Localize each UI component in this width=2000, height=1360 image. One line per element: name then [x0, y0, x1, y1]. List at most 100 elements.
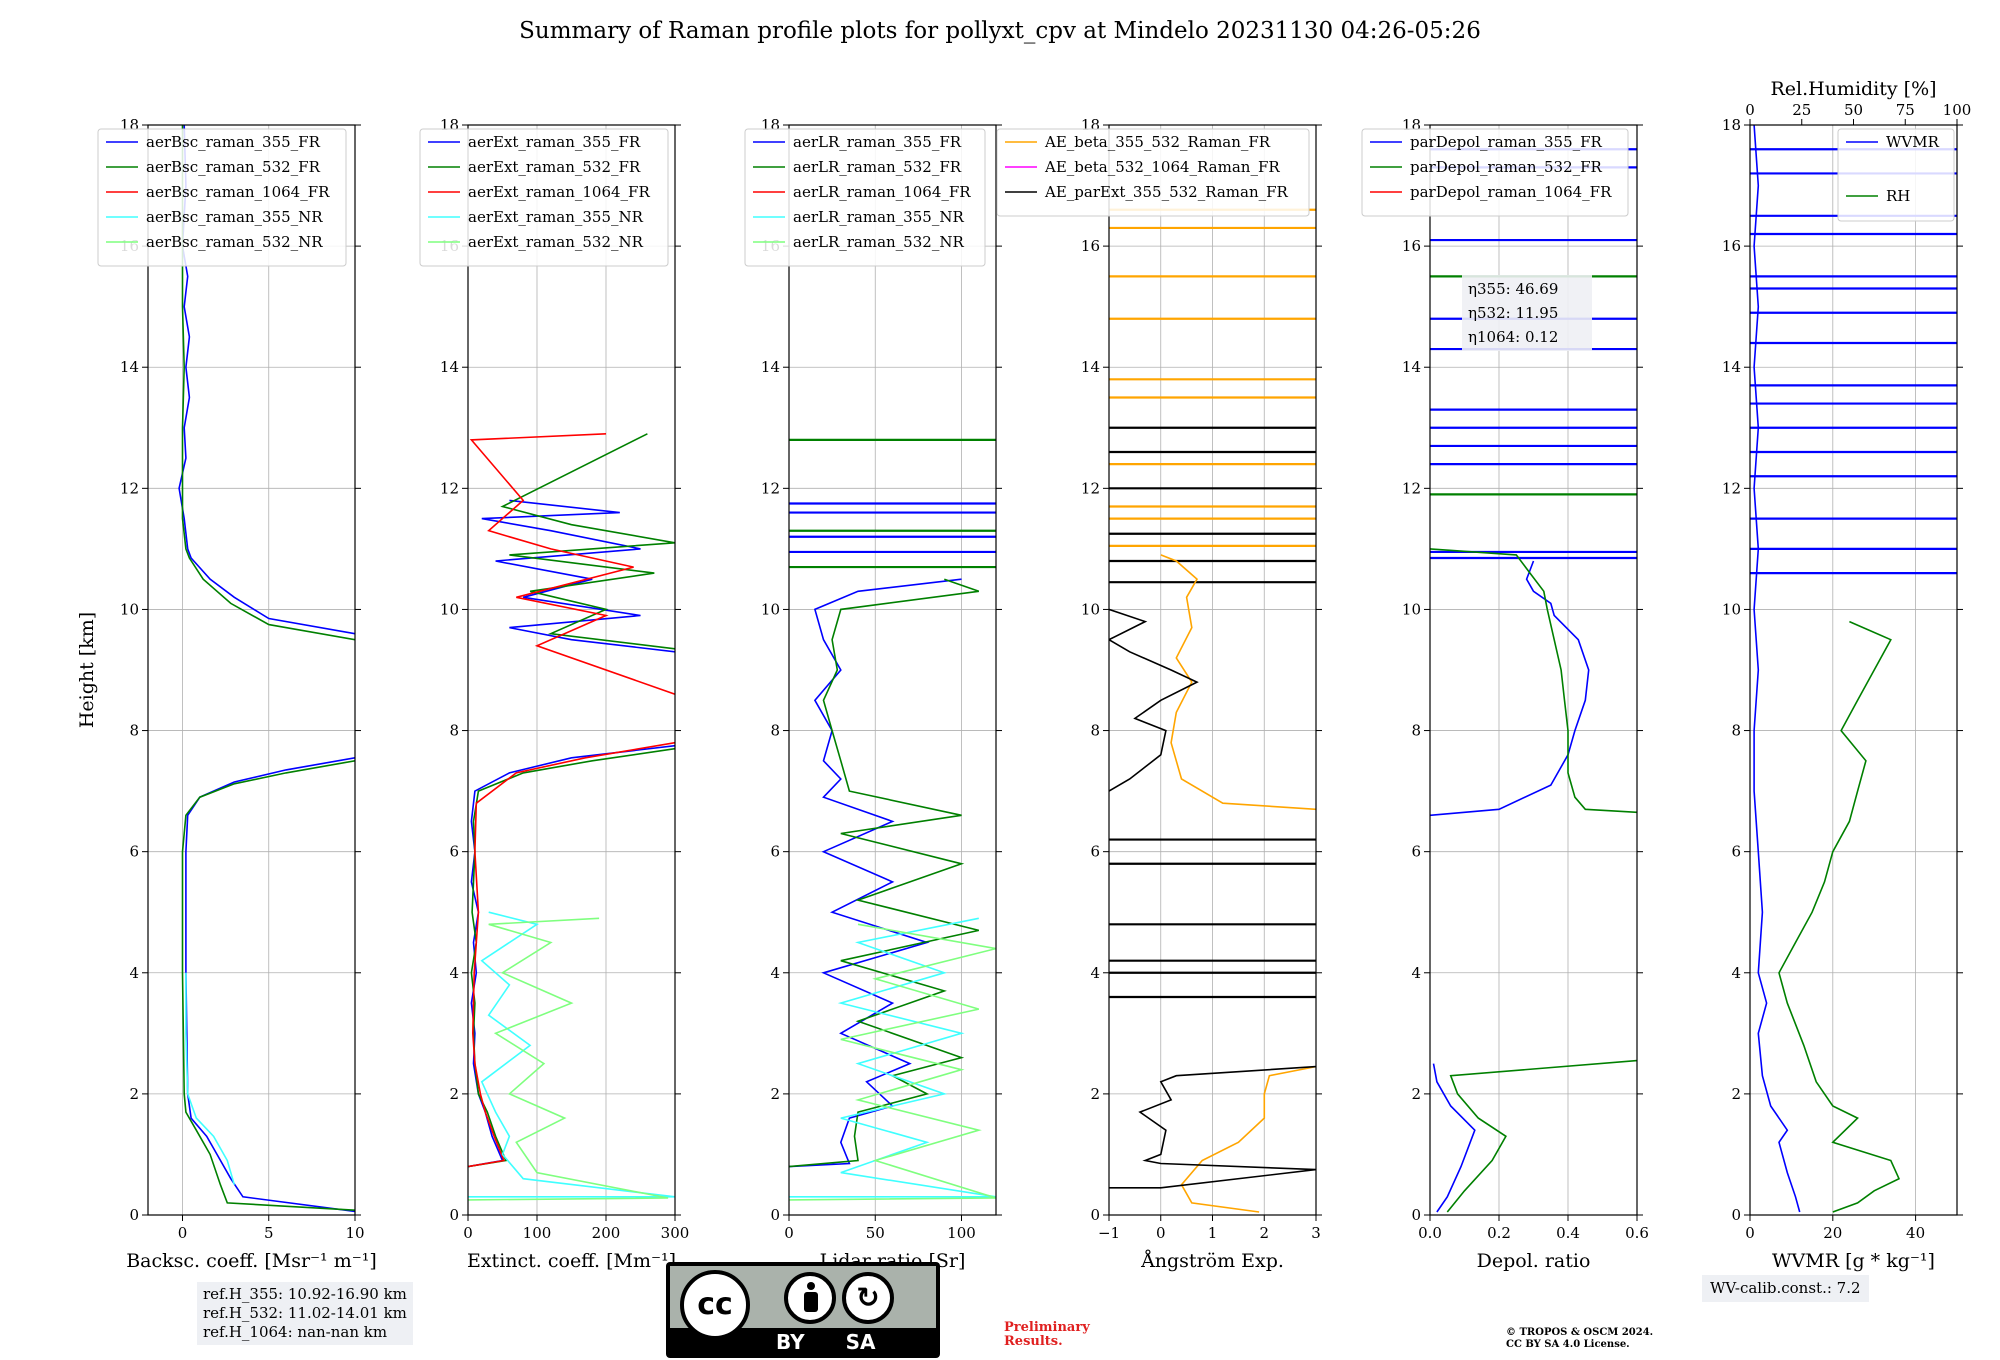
x-axis-label: WVMR [g * kg⁻¹] [1772, 1250, 1935, 1272]
series-line [468, 747, 675, 1168]
series-line [1778, 620, 1901, 1213]
legend-label: aerLR_raman_532_NR [793, 233, 964, 251]
x-tick-label: 5 [264, 1224, 274, 1242]
x-tick-label: 0.0 [1418, 1224, 1442, 1242]
preliminary-line-2: Results. [1004, 1334, 1063, 1349]
y-axis-label: Height [km] [76, 612, 98, 728]
legend-label: aerExt_raman_532_FR [468, 158, 641, 176]
x-axis-label: Extinct. coeff. [Mm⁻¹] [467, 1250, 676, 1272]
figure-title: Summary of Raman profile plots for polly… [519, 18, 1481, 44]
panel-frame [788, 124, 997, 1216]
series-line [1160, 554, 1316, 811]
series-line [468, 917, 669, 1201]
y-tick-label: 6 [129, 843, 139, 861]
y-tick-label: 0 [770, 1206, 780, 1224]
eta-annotation-line: η1064: 0.12 [1468, 328, 1558, 346]
y-tick-label: 8 [1411, 722, 1421, 740]
series-line [1430, 548, 1637, 814]
x-tick-label: 0 [178, 1224, 188, 1242]
eta-annotation-line: η355: 46.69 [1468, 280, 1558, 298]
series-line [789, 923, 996, 1201]
y-tick-label: 6 [1090, 843, 1100, 861]
y-tick-label: 10 [1402, 600, 1421, 618]
y-tick-label: 14 [1402, 358, 1421, 376]
x-tick-label: 0 [463, 1224, 473, 1242]
series-line [1753, 125, 1801, 1213]
legend-label: AE_beta_355_532_Raman_FR [1044, 133, 1271, 151]
cc-badge-labels: BY SA [776, 1330, 926, 1354]
legend-box [419, 128, 669, 267]
panel-frame [147, 124, 356, 1216]
x-tick-label: 0.6 [1625, 1224, 1649, 1242]
y-tick-label: 6 [1411, 843, 1421, 861]
y-tick-label: 10 [120, 600, 139, 618]
copyright-line-1: © TROPOS & OSCM 2024. [1506, 1327, 1654, 1338]
y-tick-label: 16 [1402, 237, 1421, 255]
y-tick-label: 6 [449, 843, 459, 861]
y-tick-label: 14 [761, 358, 780, 376]
y-tick-label: 4 [449, 964, 459, 982]
attribution-person-icon [784, 1272, 836, 1324]
series-line [185, 757, 355, 1213]
x-tick-label: 0.2 [1487, 1224, 1511, 1242]
legend-label: aerExt_raman_355_FR [468, 133, 641, 151]
panel-data [1750, 125, 1957, 1213]
copyright-line-2: CC BY SA 4.0 License. [1506, 1339, 1630, 1350]
x-tick-label: 1 [1208, 1224, 1218, 1242]
y-tick-label: 2 [1090, 1085, 1100, 1103]
eta-annotation-line: η532: 11.95 [1468, 304, 1558, 322]
y-tick-label: 14 [440, 358, 459, 376]
legend-label: AE_parExt_355_532_Raman_FR [1044, 183, 1289, 201]
panel-data [789, 438, 996, 1201]
x-top-tick-label: 50 [1844, 101, 1863, 119]
y-tick-label: 2 [1731, 1085, 1741, 1103]
series-line [1430, 560, 1590, 817]
legend-label: aerBsc_raman_1064_FR [146, 183, 330, 201]
ref-height-532: ref.H_532: 11.02-14.01 km [203, 1304, 407, 1322]
series-line [178, 125, 355, 635]
preliminary-line-1: Preliminary [1004, 1320, 1090, 1335]
ref-height-355: ref.H_355: 10.92-16.90 km [203, 1285, 407, 1303]
x-tick-label: 40 [1906, 1224, 1925, 1242]
y-tick-label: 4 [129, 964, 139, 982]
legend-label: aerBsc_raman_532_NR [146, 233, 323, 251]
series-line [789, 917, 996, 1198]
x-axis-label: Ångström Exp. [1140, 1250, 1284, 1272]
x-top-tick-label: 0 [1745, 101, 1755, 119]
x-tick-label: 20 [1823, 1224, 1842, 1242]
legend-label: aerBsc_raman_355_NR [146, 208, 323, 226]
legend-label: RH [1886, 187, 1910, 205]
series-line [789, 578, 980, 1168]
legend-box [1837, 128, 1955, 222]
y-tick-label: 12 [1402, 479, 1421, 497]
y-tick-label: 12 [1722, 479, 1741, 497]
series-line [469, 433, 675, 695]
panel-data [468, 433, 675, 1201]
legend-label: parDepol_raman_1064_FR [1410, 183, 1612, 201]
legend-label: aerLR_raman_532_FR [793, 158, 962, 176]
person-body-icon [804, 1292, 818, 1312]
panel-frame [467, 124, 676, 1216]
series-line [1446, 1059, 1637, 1213]
cc-sa-label: SA [845, 1330, 876, 1354]
legend-label: aerBsc_raman_532_FR [146, 158, 321, 176]
legend-label: parDepol_raman_532_FR [1410, 158, 1603, 176]
legend-box [996, 128, 1310, 217]
panel-1: 0246810121416180510Backsc. coeff. [Msr⁻¹… [76, 116, 377, 1272]
y-tick-label: 0 [1411, 1206, 1421, 1224]
legend-label: aerLR_raman_355_FR [793, 133, 962, 151]
reference-height-box: ref.H_355: 10.92-16.90 km ref.H_532: 11.… [197, 1282, 413, 1345]
legend-label: aerExt_raman_355_NR [468, 208, 644, 226]
y-tick-label: 14 [120, 358, 139, 376]
x-axis-label: Depol. ratio [1477, 1250, 1591, 1272]
legend-label: aerExt_raman_1064_FR [468, 183, 650, 201]
legend-box [744, 128, 986, 267]
x-tick-label: −1 [1098, 1224, 1120, 1242]
copyright-note: © TROPOS & OSCM 2024. CC BY SA 4.0 Licen… [1506, 1327, 1653, 1351]
series-line [1180, 1065, 1316, 1213]
legend-label: aerBsc_raman_355_FR [146, 133, 321, 151]
y-tick-label: 4 [1411, 964, 1421, 982]
legend-label: aerLR_raman_355_NR [793, 208, 964, 226]
share-alike-icon: ↻ [842, 1272, 894, 1324]
